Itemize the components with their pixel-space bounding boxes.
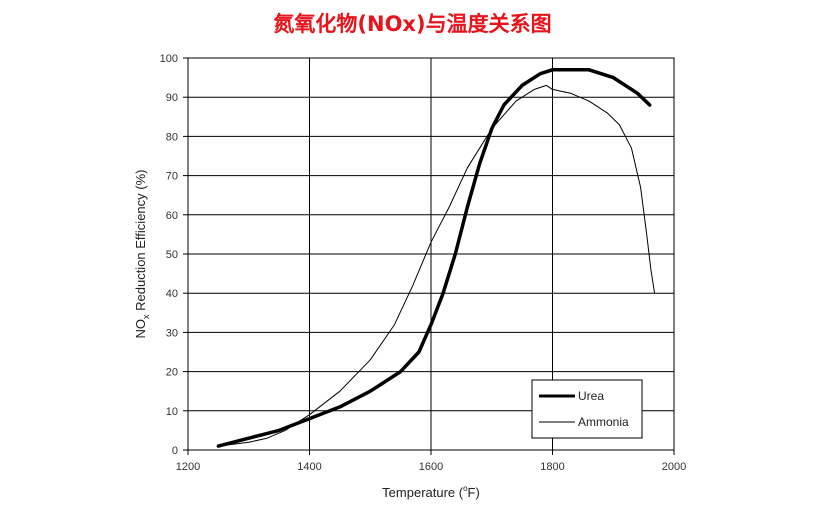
x-tick-label: 1600 <box>419 461 443 473</box>
x-tick-label: 1200 <box>176 461 200 473</box>
legend-box <box>531 379 643 439</box>
series-line-ammonia <box>217 84 656 447</box>
x-tick-label: 2000 <box>662 461 686 473</box>
legend-ammonia-label: Ammonia <box>578 415 629 429</box>
chart-title: 氮氧化物(NOx)与温度关系图 <box>273 12 552 36</box>
y-tick-label: 40 <box>166 288 178 300</box>
grid-lines <box>183 57 675 455</box>
y-tick-label: 0 <box>172 445 178 457</box>
y-tick-label: 80 <box>166 131 178 143</box>
y-tick-label: 100 <box>160 53 178 65</box>
legend-urea-label: Urea <box>578 389 604 403</box>
y-axis-label: NOx Reduction Efficiency (%) <box>133 170 151 339</box>
x-tick-label: 1400 <box>297 461 321 473</box>
series-lines <box>216 68 656 448</box>
y-tick-label: 10 <box>166 406 178 418</box>
y-tick-label: 70 <box>166 171 178 183</box>
y-tick-label: 90 <box>166 92 178 104</box>
y-tick-label: 30 <box>166 327 178 339</box>
y-tick-label: 20 <box>166 367 178 379</box>
y-tick-label: 60 <box>166 210 178 222</box>
legend: Urea Ammonia <box>531 379 643 439</box>
tick-labels: 0 10 20 30 40 50 60 70 80 90 100 1200 1400 1600 1800 20… <box>160 53 687 473</box>
series-line-urea <box>216 68 652 448</box>
y-tick-label: 50 <box>166 249 178 261</box>
x-tick-label: 1800 <box>540 461 564 473</box>
x-axis-label: Temperature (oF) <box>382 484 480 500</box>
